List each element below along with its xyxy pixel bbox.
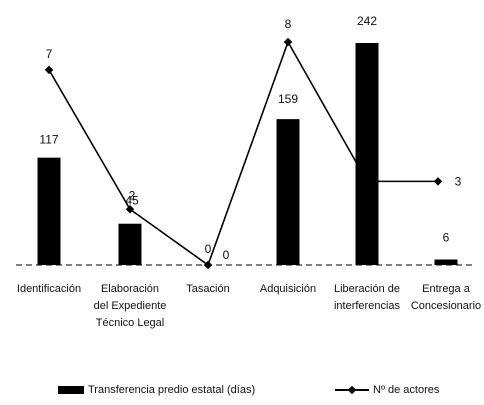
category-label-line: Elaboración: [101, 283, 159, 295]
bar-value-label-0: 117: [39, 133, 58, 147]
bar-value-label-4: 242: [357, 14, 377, 28]
line-point-4: [362, 177, 372, 186]
line-data-labels: 7 2 0 8 3: [46, 17, 462, 256]
legend-line-label: Nº de actores: [373, 384, 440, 396]
category-label-1: Elaboración del Expediente Técnico Legal: [94, 283, 167, 329]
line-value-label-3: 8: [285, 17, 292, 31]
category-label-line: Entrega a: [422, 283, 471, 295]
legend-bar-swatch: [58, 386, 84, 394]
bar-0: [37, 157, 61, 265]
line-point-2: [203, 260, 213, 270]
legend-item-line: Nº de actores: [335, 384, 439, 396]
category-label-line: Tasación: [186, 283, 229, 295]
line-value-label-2: 0: [205, 242, 212, 256]
legend-bar-label: Transferencia predio estatal (días): [88, 384, 256, 396]
line-value-label-0: 7: [46, 47, 53, 61]
category-label-4: Liberación de interferencias: [334, 283, 401, 312]
actors-line: [48, 40, 438, 267]
bar-value-label-5: 6: [443, 230, 450, 244]
bar-series: [37, 43, 458, 265]
bar-3: [276, 119, 300, 265]
line-point-1: [125, 205, 135, 214]
category-label-3: Adquisición: [260, 283, 316, 295]
bar-value-label-2: 0: [223, 248, 230, 262]
category-label-line: Adquisición: [260, 283, 316, 295]
bar-value-label-1: 45: [125, 194, 139, 208]
bar-5: [434, 259, 458, 265]
category-label-0: Identificación: [17, 283, 81, 295]
bar-1: [118, 223, 142, 265]
legend-item-bar: Transferencia predio estatal (días): [58, 384, 255, 396]
category-label-line: Técnico Legal: [96, 317, 165, 329]
bar-value-label-3: 159: [278, 92, 298, 106]
category-label-line: Concesionario: [411, 300, 481, 312]
category-label-5: Entrega a Concesionario: [411, 283, 481, 312]
bar-data-labels: 117 45 0 159 242 6: [39, 14, 449, 262]
category-label-2: Tasación: [186, 283, 229, 295]
category-labels: Identificación Elaboración del Expediente T…: [17, 283, 481, 329]
actors-points: [44, 37, 443, 270]
bar-4: [355, 43, 379, 265]
category-label-line: Liberación de: [334, 283, 400, 295]
line-point-0: [44, 65, 54, 75]
legend: Transferencia predio estatal (días) Nº d…: [0, 380, 484, 402]
legend-line-swatch: [335, 385, 369, 395]
line-point-3: [283, 37, 293, 47]
line-point-5: [433, 177, 443, 186]
line-value-label-1: 2: [129, 188, 136, 202]
category-label-line: Identificación: [17, 283, 81, 295]
line-value-label-5: 3: [455, 174, 462, 188]
category-label-line: del Expediente: [94, 300, 167, 312]
category-label-line: interferencias: [334, 300, 401, 312]
